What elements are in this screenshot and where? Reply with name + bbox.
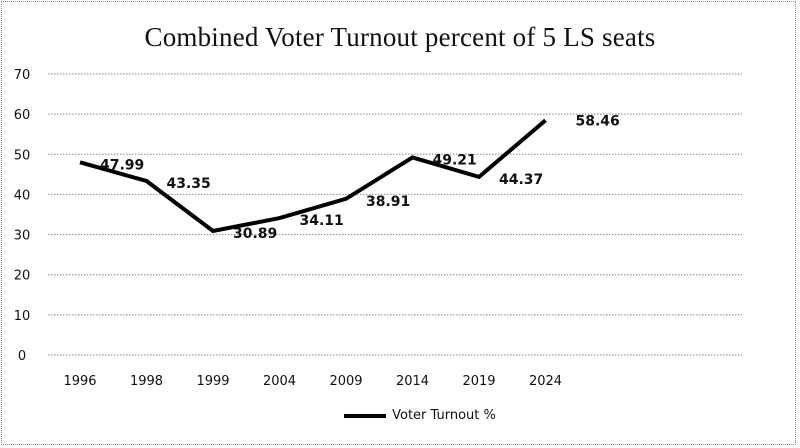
y-tick-label: 0 (18, 349, 26, 364)
x-tick-label: 2014 (396, 374, 429, 389)
x-tick-label: 2004 (263, 374, 296, 389)
x-tick-label: 2019 (462, 374, 495, 389)
y-tick-label: 10 (14, 309, 31, 324)
y-tick-label: 70 (14, 68, 31, 83)
chart-title: Combined Voter Turnout percent of 5 LS s… (144, 22, 656, 52)
y-tick-label: 30 (14, 229, 31, 244)
data-label: 49.21 (433, 152, 477, 168)
y-tick-label: 40 (14, 188, 31, 203)
x-axis-ticks: 1996 1998 1999 2004 2009 2014 2019 2024 (63, 374, 562, 389)
legend-label: Voter Turnout % (392, 408, 496, 423)
data-label: 58.46 (576, 113, 620, 129)
data-label: 34.11 (300, 213, 344, 229)
x-tick-label: 2024 (529, 374, 562, 389)
x-tick-label: 1996 (63, 374, 96, 389)
series-line (79, 118, 547, 234)
data-label: 30.89 (233, 226, 277, 242)
data-label: 38.91 (366, 194, 410, 210)
data-label: 44.37 (499, 172, 543, 188)
data-label: 43.35 (167, 176, 211, 192)
legend-line-swatch (344, 413, 387, 418)
data-label: 47.99 (100, 157, 144, 173)
x-tick-label: 2009 (329, 374, 362, 389)
y-tick-label: 50 (14, 148, 31, 163)
y-axis-ticks: 0 10 20 30 40 50 60 70 (14, 68, 31, 364)
x-tick-label: 1999 (196, 374, 229, 389)
y-tick-label: 60 (14, 108, 31, 123)
legend: Voter Turnout % (0, 408, 800, 423)
gridlines (48, 73, 742, 356)
x-tick-label: 1998 (130, 374, 163, 389)
data-labels: 47.99 43.35 30.89 34.11 38.91 49.21 44.37 58.46 (100, 113, 620, 242)
series-voter-turnout (79, 118, 547, 234)
y-tick-label: 20 (14, 269, 31, 284)
